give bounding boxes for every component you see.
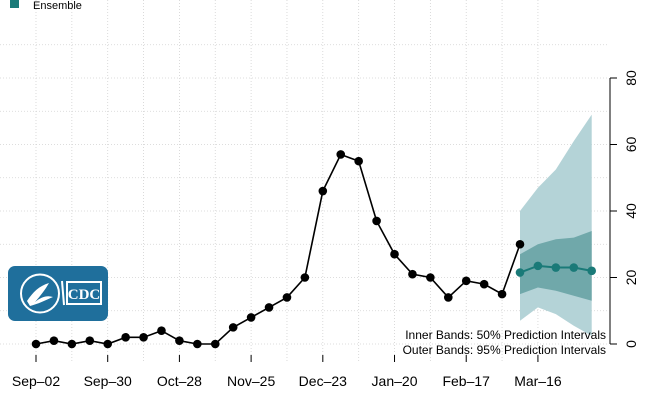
observed-point (318, 186, 328, 196)
cdc-mark-inner (68, 283, 100, 303)
forecast-point (515, 268, 525, 277)
observed-point (497, 289, 507, 299)
inner-bands-note: Inner Bands: 50% Prediction Intervals (405, 328, 606, 342)
observed-point (479, 279, 489, 289)
x-tick-label: Dec–23 (299, 373, 347, 389)
y-tick-label: 20 (623, 270, 639, 286)
cdc-mark-text: CDC (68, 287, 101, 303)
cdc-logo: CDC (8, 266, 108, 321)
forecast-point (587, 266, 597, 276)
observed-point (31, 339, 41, 349)
observed-point (372, 216, 381, 226)
observed-point (264, 303, 274, 312)
observed-point (390, 249, 399, 259)
forecast-point (533, 261, 543, 271)
y-tick-label: 80 (623, 70, 639, 86)
observed-point (193, 339, 202, 349)
x-axis: Sep–02 Sep–30 Oct–28 Nov–25 Dec–23 Jan–20 Feb–… (12, 355, 562, 389)
x-tick-label: Feb–17 (442, 373, 490, 389)
observed-point (67, 339, 77, 349)
observed-point (282, 293, 292, 302)
prediction-bands (520, 114, 592, 336)
observed-point (121, 333, 130, 342)
x-tick-label: Sep–02 (12, 373, 60, 389)
observed-point (408, 269, 417, 279)
observed-point (461, 276, 471, 286)
eagle-icon (27, 283, 53, 306)
legend-swatch (10, 0, 19, 8)
legend-label: Ensemble (33, 0, 82, 12)
y-tick-label: 60 (623, 137, 639, 153)
observed-point (228, 323, 238, 332)
logo-divider (61, 280, 65, 306)
x-tick-label: Mar–16 (514, 373, 562, 389)
outer-prediction-band (520, 114, 592, 336)
legend: Ensemble (10, 0, 82, 12)
series-layer (31, 150, 597, 349)
observed-point (210, 339, 220, 349)
hhs-seal-icon (20, 273, 60, 314)
x-tick-label: Sep–30 (84, 373, 132, 389)
observed-line (35, 153, 521, 345)
observed-point (139, 333, 148, 342)
observed-point (336, 150, 346, 159)
observed-point (49, 336, 59, 345)
y-tick-label: 0 (623, 340, 639, 348)
grid-lines (0, 0, 608, 362)
observed-point (157, 326, 166, 336)
x-tick-label: Nov–25 (227, 373, 275, 389)
y-tick-label: 40 (623, 203, 639, 219)
outer-bands-note: Outer Bands: 95% Prediction Intervals (403, 343, 606, 357)
observed-point (246, 313, 256, 322)
observed-point (426, 273, 435, 282)
observed-point (85, 336, 95, 345)
observed-point (175, 336, 184, 345)
forecast-point (569, 263, 579, 272)
observed-point (103, 339, 113, 349)
observed-point (354, 156, 363, 166)
forecast-point (551, 263, 561, 272)
observed-point (515, 239, 525, 249)
observed-point (443, 293, 453, 302)
x-tick-label: Oct–28 (157, 373, 202, 389)
x-tick-label: Jan–20 (372, 373, 418, 389)
observed-point (300, 273, 310, 282)
y-axis: 0 20 40 60 80 (609, 70, 639, 348)
interval-notes: Inner Bands: 50% Prediction Intervals Ou… (403, 328, 606, 357)
